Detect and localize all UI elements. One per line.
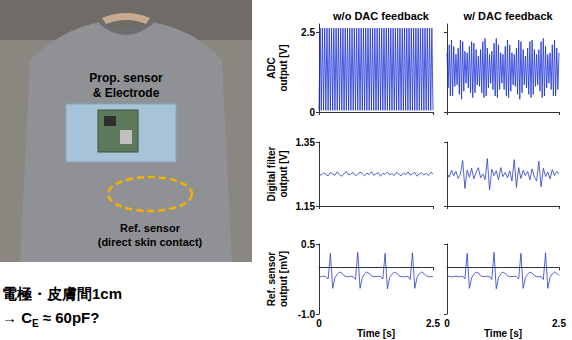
svg-text:Digital filter: Digital filter	[266, 146, 277, 201]
svg-text:0.5: 0.5	[301, 239, 315, 250]
svg-text:-1.0: -1.0	[298, 309, 316, 320]
svg-text:1.35: 1.35	[296, 137, 316, 148]
svg-text:& Electrode: & Electrode	[93, 86, 160, 100]
svg-text:0: 0	[316, 318, 322, 329]
svg-text:ADC: ADC	[266, 57, 277, 79]
svg-text:2.5: 2.5	[301, 27, 315, 38]
html-text:電極・皮膚間1cm: 電極・皮膚間1cm	[2, 285, 122, 302]
svg-text:Ref. sensor: Ref. sensor	[120, 222, 181, 234]
svg-text:0: 0	[309, 107, 315, 118]
svg-text:Time [s]: Time [s]	[357, 328, 395, 339]
svg-text:0: 0	[444, 318, 450, 329]
svg-text:(direct skin contact): (direct skin contact)	[98, 236, 203, 248]
svg-text:1.15: 1.15	[296, 201, 316, 212]
svg-text:w/ DAC feedback: w/ DAC feedback	[462, 10, 553, 22]
svg-text:2.5: 2.5	[552, 318, 566, 329]
svg-text:2.5: 2.5	[426, 318, 440, 329]
svg-text:output [V]: output [V]	[278, 150, 289, 197]
svg-text:Ref. sensor: Ref. sensor	[266, 252, 277, 307]
svg-text:output [mV]: output [mV]	[278, 251, 289, 307]
svg-text:w/o DAC feedback: w/o DAC feedback	[332, 10, 430, 22]
html-text:→ CE≈ 60pF?: → CE≈ 60pF?	[2, 309, 100, 329]
svg-text:Prop. sensor: Prop. sensor	[89, 71, 163, 85]
svg-text:Time [s]: Time [s]	[484, 328, 522, 339]
svg-text:output [V]: output [V]	[278, 44, 289, 91]
